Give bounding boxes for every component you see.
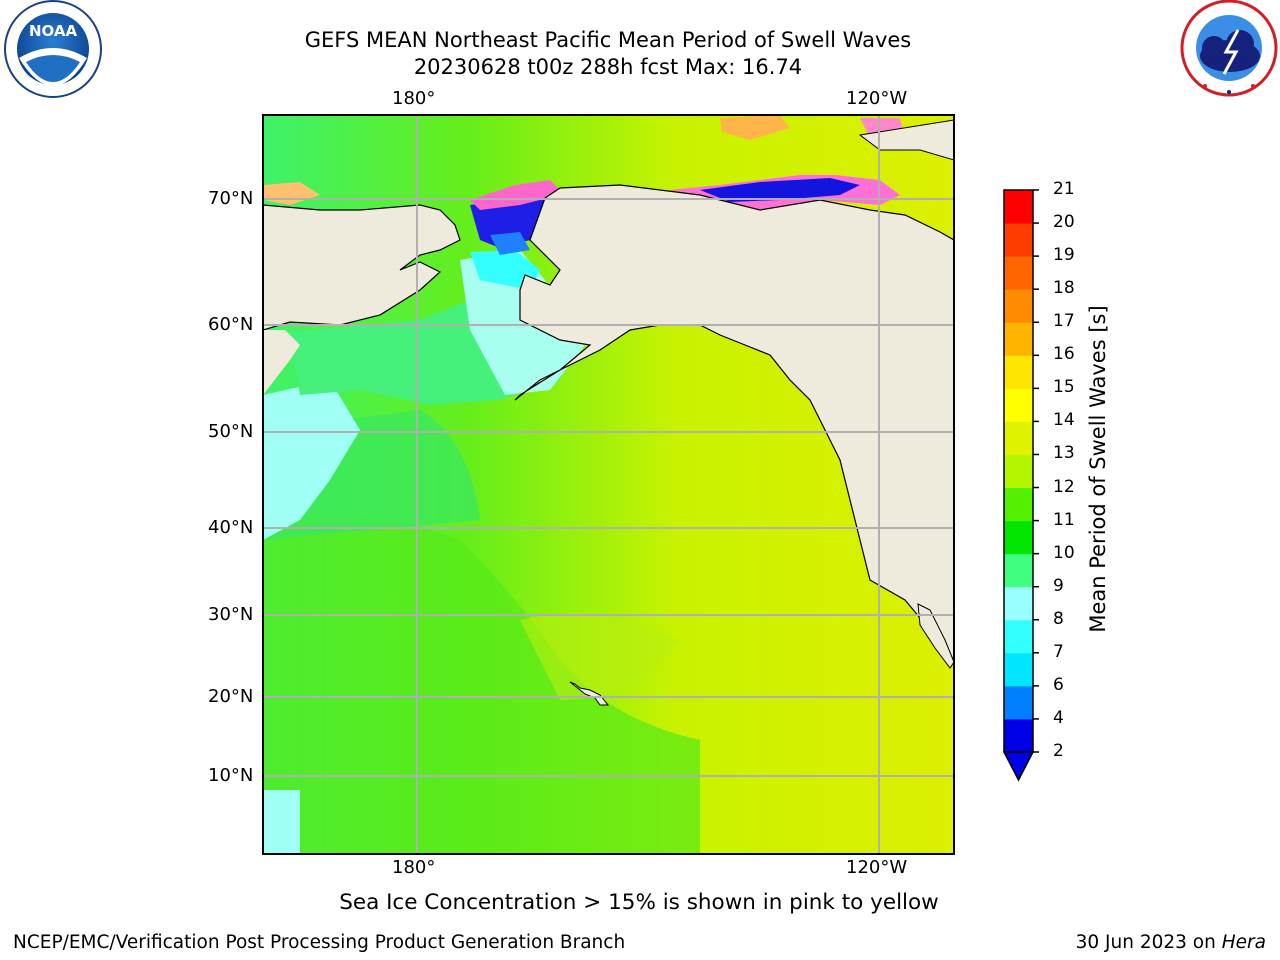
colorbar-segment: [1004, 421, 1033, 455]
colorbar-segment: [1004, 718, 1033, 753]
colorbar-segment: [1004, 454, 1033, 489]
colorbar: [1002, 189, 1039, 782]
chart-title: GEFS MEAN Northeast Pacific Mean Period …: [304, 28, 912, 52]
colorbar-segment: [1004, 355, 1033, 389]
colorbar-segment: [1004, 586, 1033, 621]
colorbar-segment: [1004, 619, 1033, 654]
lat-label-50n: 50°N: [208, 421, 254, 442]
colorbar-segment: [1004, 520, 1033, 555]
lat-label-10n: 10°N: [208, 765, 254, 786]
footer-host: Hera: [1221, 932, 1266, 953]
colorbar-extend-triangle: [1002, 751, 1035, 782]
colorbar-segment: [1004, 223, 1033, 257]
colorbar-tick-label: 7: [1053, 641, 1064, 662]
colorbar-segment: [1004, 256, 1033, 290]
colorbar-tick-label: 18: [1053, 278, 1075, 299]
lon-label-top-180: 180°: [392, 88, 436, 109]
national-weather-service-logo: [1180, 0, 1278, 97]
lat-label-30n: 30°N: [208, 604, 254, 625]
colorbar-tick-label: 4: [1053, 707, 1064, 728]
colorbar-tick-label: 21: [1053, 179, 1075, 199]
colorbar-tick-label: 8: [1053, 608, 1064, 629]
footer-date-text: 30 Jun 2023 on: [1075, 932, 1222, 953]
chart-subtitle: 20230628 t00z 288h fcst Max: 16.74: [413, 55, 803, 79]
lon-label-top-120w: 120°W: [846, 88, 908, 109]
colorbar-tick-label: 12: [1053, 476, 1075, 497]
lon-label-bottom-180: 180°: [392, 857, 436, 878]
lon-label-bottom-120w: 120°W: [846, 857, 908, 878]
sea-ice-note: Sea Ice Concentration > 15% is shown in …: [339, 890, 939, 915]
colorbar-label: Mean Period of Swell Waves [s]: [1086, 305, 1110, 633]
colorbar-tick-label: 16: [1053, 344, 1075, 365]
footer-credit: NCEP/EMC/Verification Post Processing Pr…: [13, 932, 626, 953]
noaa-logo: NOAA: [4, 0, 102, 98]
lat-label-70n: 70°N: [208, 188, 254, 209]
colorbar-segment: [1004, 652, 1033, 687]
lat-label-20n: 20°N: [208, 686, 254, 707]
colorbar-segment: [1004, 190, 1033, 224]
colorbar-tick-label: 19: [1053, 245, 1075, 266]
colorbar-tick-label: 6: [1053, 674, 1064, 695]
colorbar-segment: [1004, 685, 1033, 720]
map-field: [263, 115, 954, 854]
colorbar-tick-label: 11: [1053, 509, 1075, 530]
colorbar-tick-label: 10: [1053, 542, 1075, 563]
lat-label-60n: 60°N: [208, 314, 254, 335]
colorbar-tick-label: 13: [1053, 443, 1075, 464]
lat-label-40n: 40°N: [208, 517, 254, 538]
map-frame: [262, 114, 955, 855]
colorbar-segment: [1004, 553, 1033, 588]
colorbar-tick-label: 20: [1053, 212, 1075, 233]
colorbar-frame: [1003, 189, 1034, 753]
colorbar-tick-label: 9: [1053, 575, 1064, 596]
map-gridlines: [263, 115, 954, 854]
noaa-logo-text: NOAA: [29, 22, 78, 40]
colorbar-tick-label: 2: [1053, 741, 1064, 761]
footer-date: 30 Jun 2023 on Hera: [1076, 932, 1266, 953]
colorbar-segment: [1004, 388, 1033, 422]
colorbar-segment: [1004, 289, 1033, 323]
colorbar-segment: [1004, 322, 1033, 356]
colorbar-tick-label: 15: [1053, 377, 1075, 398]
colorbar-tick-label: 14: [1053, 410, 1075, 431]
colorbar-segment: [1004, 487, 1033, 522]
colorbar-tick-label: 17: [1053, 311, 1075, 332]
